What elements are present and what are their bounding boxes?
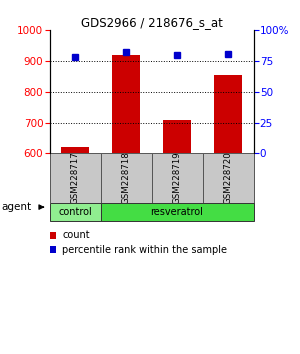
Bar (100, 203, 254, 221)
Bar (112, 55, 140, 153)
Bar (152, 153, 202, 203)
Text: GSM228720: GSM228720 (224, 152, 232, 205)
Bar (163, 120, 191, 153)
Text: agent: agent (2, 202, 31, 212)
Text: GSM228718: GSM228718 (122, 152, 130, 205)
Text: GSM228719: GSM228719 (172, 152, 182, 204)
Text: resveratrol: resveratrol (151, 207, 203, 217)
Text: GSM228717: GSM228717 (70, 152, 80, 205)
Text: control: control (58, 207, 92, 217)
Bar (50, 203, 100, 221)
Bar (100, 153, 152, 203)
Bar (214, 75, 242, 153)
Bar (202, 153, 253, 203)
Bar (61, 147, 89, 153)
Bar (50, 153, 100, 203)
Text: count: count (62, 230, 90, 240)
Title: GDS2966 / 218676_s_at: GDS2966 / 218676_s_at (81, 16, 222, 29)
Text: percentile rank within the sample: percentile rank within the sample (62, 245, 227, 255)
